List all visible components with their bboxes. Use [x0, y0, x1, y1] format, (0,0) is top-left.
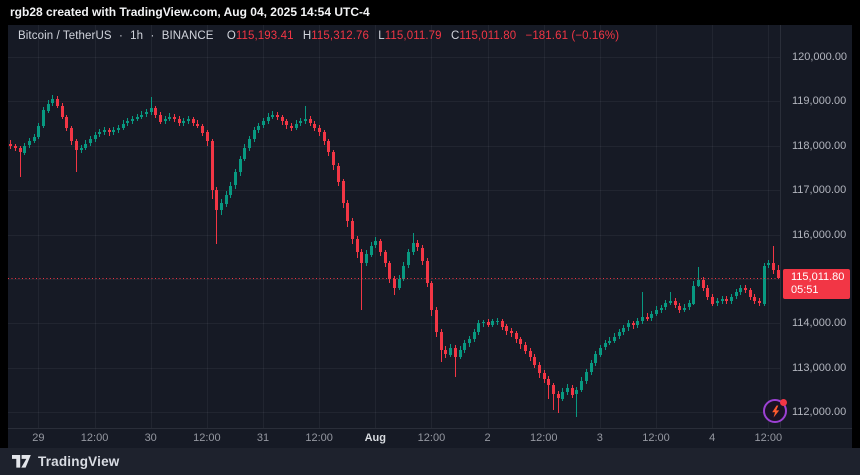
close-letter: C	[450, 30, 460, 42]
time-axis-label: 30	[144, 432, 157, 444]
low-letter: L	[378, 30, 385, 42]
exchange-label: BINANCE	[161, 30, 214, 42]
price-axis[interactable]: 112,000.00113,000.00114,000.00115,000.00…	[780, 25, 852, 428]
time-axis-label: 31	[256, 432, 270, 444]
price-axis-label: 114,000.00	[792, 317, 847, 330]
open-value: 115,193.41	[235, 30, 294, 42]
left-gutter	[0, 25, 8, 448]
tradingview-logo-icon[interactable]	[12, 455, 31, 468]
time-axis-label: 12:00	[417, 432, 446, 444]
attribution-bar: rgb28 created with TradingView.com, Aug …	[0, 0, 860, 25]
tradingview-wordmark[interactable]: TradingView	[38, 454, 120, 469]
legend-separator: ·	[118, 30, 123, 42]
time-axis[interactable]: 29 12:00 30 12:00 31 12:00 Aug 12:00 2 12:00 3 12:0…	[8, 428, 852, 448]
price-axis-label: 113,000.00	[792, 361, 847, 374]
price-axis-label: 117,000.00	[792, 184, 847, 197]
legend-separator: ·	[150, 30, 155, 42]
candlestick-chart-canvas[interactable]	[8, 25, 780, 428]
time-axis-label: 12:00	[754, 432, 783, 444]
lightning-badge-button[interactable]	[763, 399, 787, 423]
time-axis-label: 12:00	[529, 432, 558, 444]
time-axis-label: 12:00	[642, 432, 670, 444]
symbol-legend: Bitcoin / TetherUS · 1h · BINANCE O115,1…	[18, 30, 619, 42]
attribution-text: rgb28 created with TradingView.com, Aug …	[10, 5, 370, 19]
candle-countdown: 05:51	[791, 284, 819, 297]
price-axis-label: 112,000.00	[792, 406, 847, 418]
last-price-tag: 115,011.80 05:51	[783, 269, 850, 300]
price-axis-label: 116,000.00	[792, 228, 847, 241]
time-axis-label: 12:00	[305, 432, 333, 444]
time-axis-label: 3	[596, 432, 603, 444]
notification-dot	[780, 399, 787, 406]
time-axis-label: 29	[32, 432, 45, 444]
lightning-bolt-icon	[771, 405, 779, 417]
high-value: 115,312.76	[311, 30, 369, 42]
time-axis-label: 2	[484, 432, 491, 444]
low-value: 115,011.79	[384, 30, 442, 42]
interval-label[interactable]: 1h	[130, 30, 144, 42]
time-axis-label: 12:00	[80, 432, 109, 444]
price-axis-label: 120,000.00	[792, 51, 848, 63]
open-letter: O	[226, 30, 236, 42]
time-axis-label: Aug	[364, 432, 386, 444]
right-gutter	[852, 25, 860, 448]
last-price-value: 115,011.80	[791, 271, 845, 284]
time-axis-label: 4	[709, 432, 716, 444]
time-axis-label: 12:00	[193, 432, 221, 444]
symbol-name[interactable]: Bitcoin / TetherUS	[18, 30, 112, 42]
footer-bar: TradingView	[0, 448, 860, 475]
change-value: −181.61 (−0.16%)	[525, 30, 620, 42]
price-axis-label: 119,000.00	[792, 95, 847, 108]
price-axis-label: 118,000.00	[792, 139, 847, 152]
high-letter: H	[302, 30, 312, 42]
close-value: 115,011.80	[459, 30, 517, 42]
